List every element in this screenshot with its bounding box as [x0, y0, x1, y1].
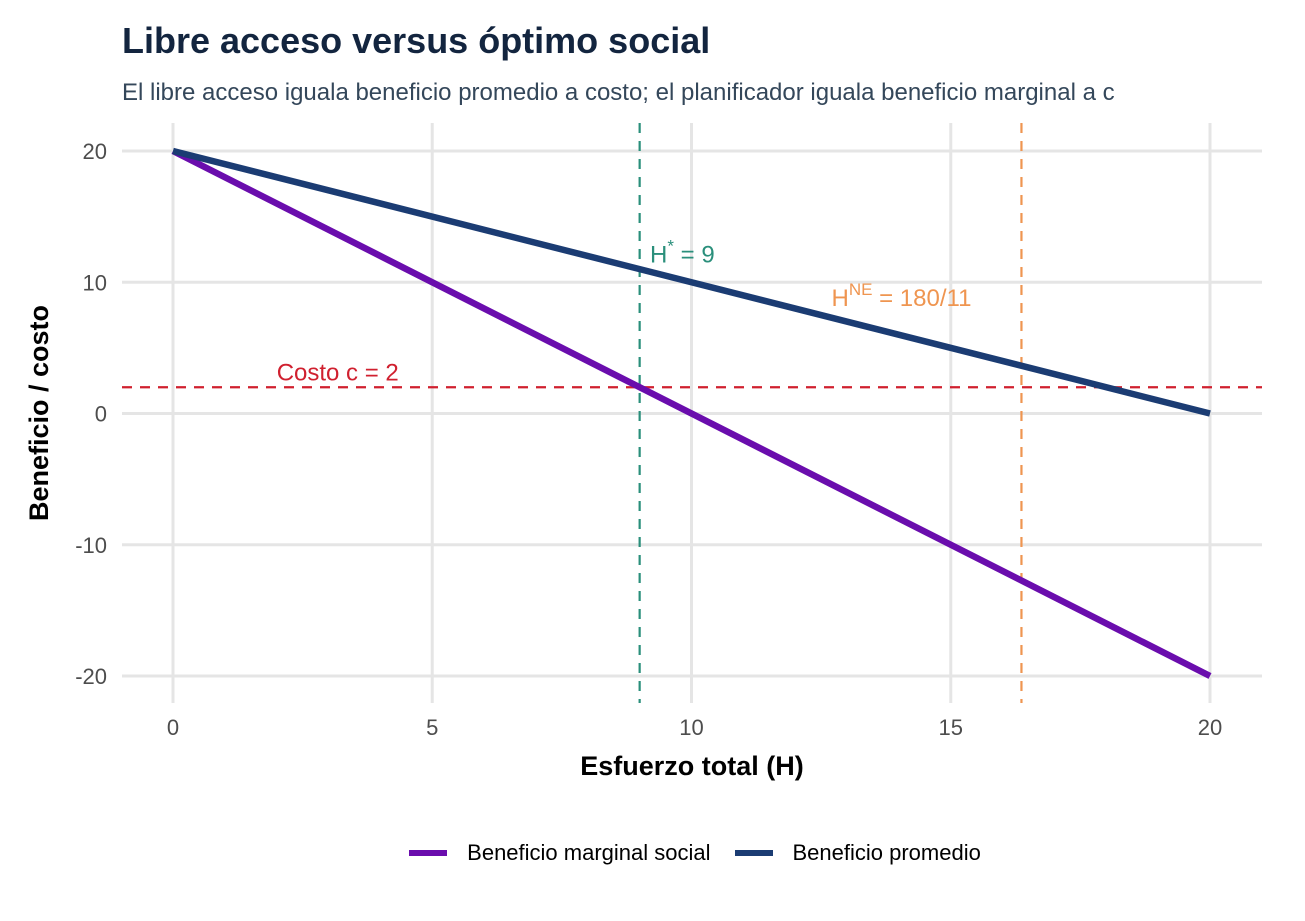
annotations: Costo c = 2 H* = 9 HNE = 180/11: [277, 237, 972, 387]
x-tick-label: 0: [167, 715, 179, 740]
legend-key-swatch: [734, 850, 773, 856]
legend-item: Beneficio promedio: [734, 840, 981, 866]
legend-label: Beneficio promedio: [792, 840, 981, 865]
x-axis-title: Esfuerzo total (H): [580, 751, 804, 781]
legend-label: Beneficio marginal social: [467, 840, 711, 865]
y-tick-label: -20: [75, 664, 107, 689]
annotation-1: Costo c = 2: [277, 360, 399, 387]
chart-plot: Costo c = 2 H* = 9 HNE = 180/11 0 5 10 15 20 -…: [24, 123, 1262, 781]
reference-lines: [122, 123, 1262, 703]
y-axis-title: Beneficio / costo: [24, 305, 54, 521]
y-axis-ticks: -20 -10 0 10 20: [75, 139, 107, 689]
x-tick-label: 20: [1198, 715, 1222, 740]
y-tick-label: 10: [83, 270, 107, 295]
x-axis-ticks: 0 5 10 15 20: [167, 715, 1222, 740]
series-lines: [171, 147, 1212, 679]
annotation-2: H* = 9: [650, 237, 715, 269]
chart-title: Libre acceso versus óptimo social: [122, 20, 711, 61]
x-tick-label: 15: [939, 715, 963, 740]
y-tick-label: 20: [83, 139, 107, 164]
legend: Beneficio marginal social Beneficio prome…: [0, 840, 1305, 866]
annotation-3: HNE = 180/11: [831, 280, 971, 312]
y-tick-label: -10: [75, 533, 107, 558]
x-tick-label: 5: [426, 715, 438, 740]
chart-subtitle: El libre acceso iguala beneficio promedi…: [122, 79, 1115, 106]
y-tick-label: 0: [95, 402, 107, 427]
legend-item: Beneficio marginal social: [409, 840, 711, 866]
series-line-1: [171, 148, 1212, 679]
legend-key-swatch: [409, 850, 448, 856]
x-tick-label: 10: [679, 715, 703, 740]
series-line-2: [172, 147, 1211, 417]
